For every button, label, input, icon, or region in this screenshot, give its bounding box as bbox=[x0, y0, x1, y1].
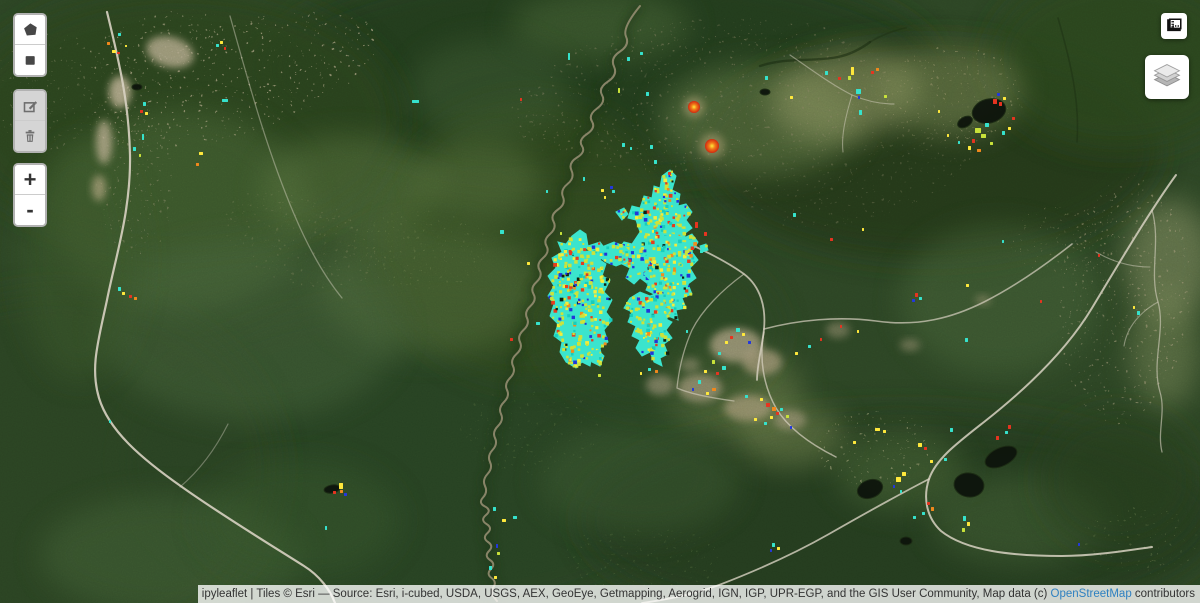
layers-icon bbox=[1153, 64, 1181, 87]
zoom-control: + - bbox=[13, 163, 47, 227]
polygon-icon bbox=[24, 22, 37, 35]
measure-ruler-icon bbox=[1167, 18, 1182, 32]
layers-button[interactable] bbox=[1145, 55, 1189, 99]
edit-icon bbox=[23, 100, 38, 112]
zoom-out-button[interactable]: - bbox=[15, 195, 45, 225]
edit-layers-button[interactable] bbox=[15, 91, 45, 121]
zoom-in-button[interactable]: + bbox=[15, 165, 45, 195]
attribution-link[interactable]: OpenStreetMap bbox=[1050, 588, 1132, 600]
draw-rectangle-button[interactable] bbox=[15, 45, 45, 75]
measure-button[interactable] bbox=[1161, 13, 1187, 39]
attribution-bar: ipyleaflet | Tiles © Esri — Source: Esri… bbox=[197, 585, 1200, 603]
delete-layers-button[interactable] bbox=[15, 121, 45, 151]
attribution-text: ipyleaflet | Tiles © Esri — Source: Esri… bbox=[201, 588, 1051, 600]
data-overlay-layer bbox=[107, 33, 1140, 579]
edit-toolbar bbox=[13, 89, 47, 153]
roads-rivers-layer bbox=[94, 3, 1177, 603]
trash-icon bbox=[25, 130, 35, 142]
draw-polygon-button[interactable] bbox=[15, 15, 45, 45]
attribution-suffix: contributors bbox=[1131, 588, 1195, 600]
draw-toolbar bbox=[13, 13, 47, 77]
rectangle-icon bbox=[25, 56, 35, 65]
